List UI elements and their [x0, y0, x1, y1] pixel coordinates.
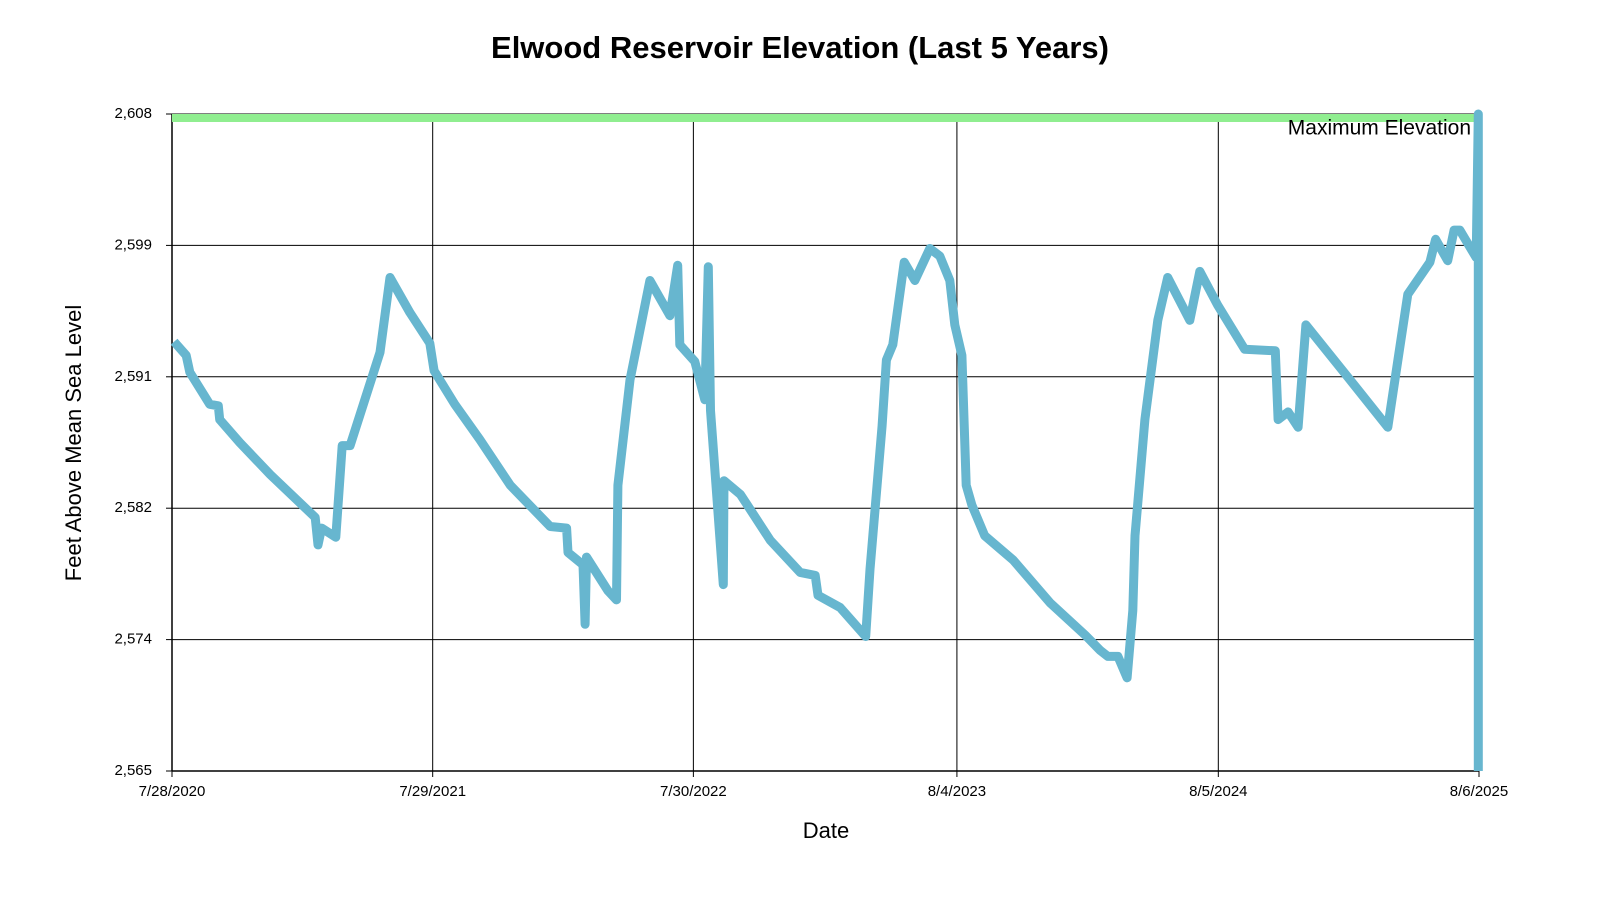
x-tick-label: 7/28/2020 [139, 783, 206, 800]
x-tick-label: 7/30/2022 [660, 783, 727, 800]
elevation-line [170, 109, 1483, 771]
max-elevation-label: Maximum Elevation [1288, 117, 1471, 140]
y-axis-label: Feet Above Mean Sea Level [61, 305, 86, 581]
y-tick-label: 2,574 [114, 631, 152, 648]
y-tick-label: 2,565 [114, 762, 152, 779]
x-tick-label: 8/5/2024 [1189, 783, 1247, 800]
y-tick-label: 2,591 [114, 368, 152, 385]
y-tick-label: 2,599 [114, 236, 152, 253]
x-tick-label: 8/6/2025 [1450, 783, 1508, 800]
x-tick-label: 8/4/2023 [928, 783, 986, 800]
x-axis-label: Date [803, 818, 849, 843]
y-tick-label: 2,608 [114, 105, 152, 122]
x-tick-label: 7/29/2021 [399, 783, 466, 800]
chart-title: Elwood Reservoir Elevation (Last 5 Years… [491, 30, 1109, 65]
max-elevation-band [172, 114, 1479, 122]
y-tick-label: 2,582 [114, 499, 152, 516]
